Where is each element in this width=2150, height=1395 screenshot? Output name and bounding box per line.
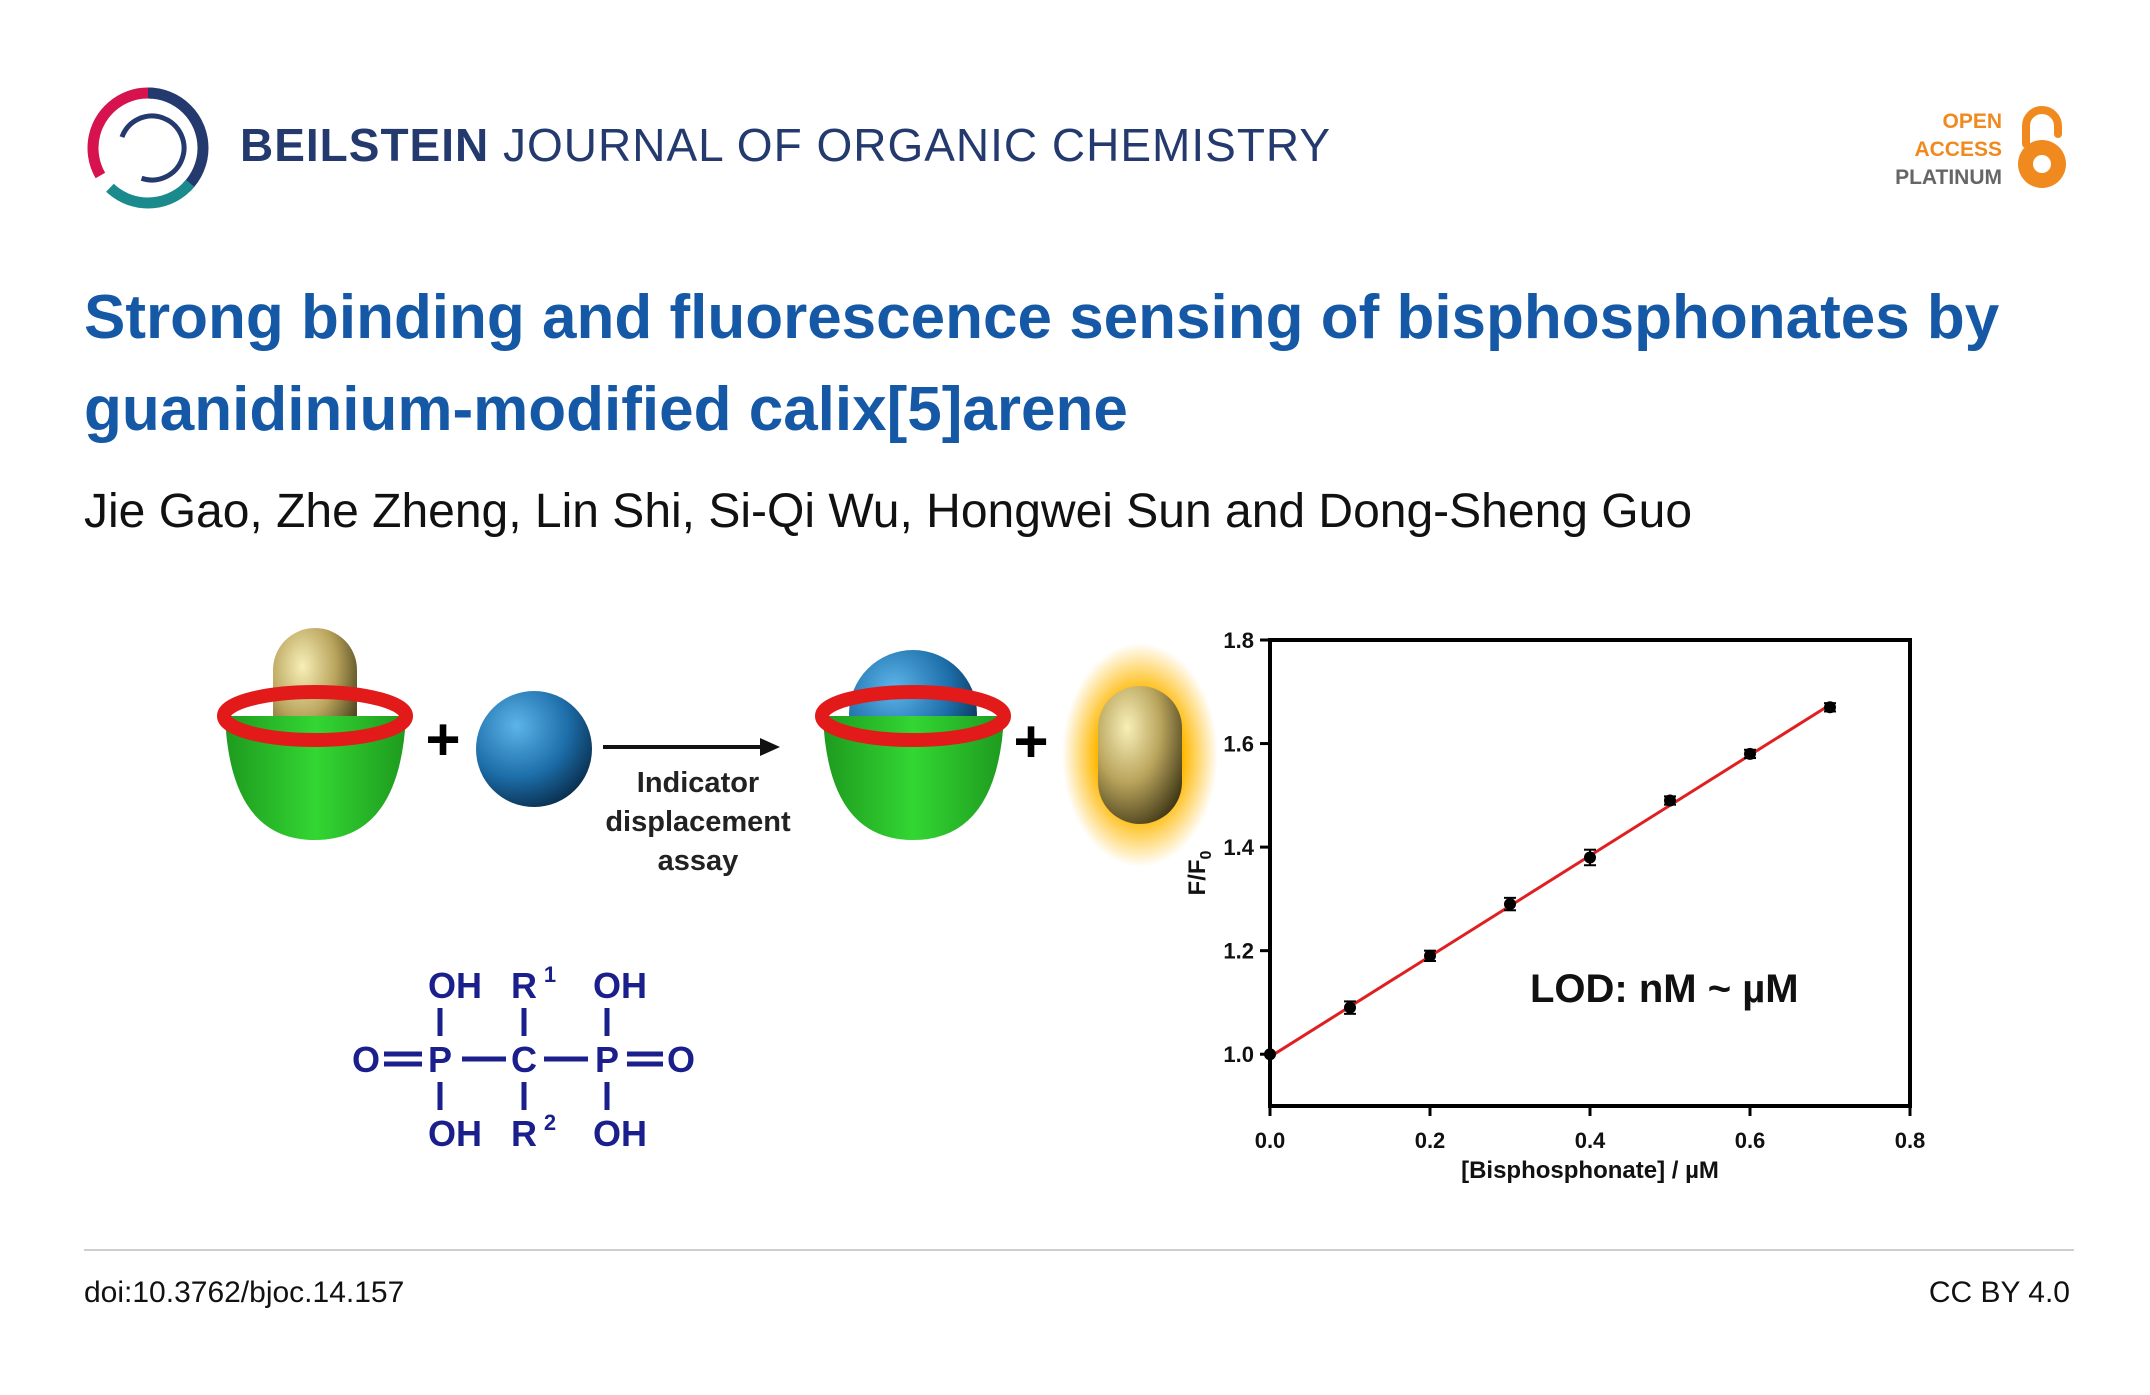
oa-line-platinum: PLATINUM	[1895, 166, 2002, 189]
chart-xlabel: [Bisphosphonate] / µM	[1461, 1157, 1719, 1184]
oa-line-access: ACCESS	[1914, 138, 2002, 161]
data-point	[1744, 747, 1756, 760]
data-point	[1504, 898, 1516, 911]
structure-bottom-r-sup: 2	[544, 1110, 556, 1135]
doi-link[interactable]: doi:10.3762/bjoc.14.157	[84, 1276, 405, 1309]
structure-o-left: O	[352, 1039, 380, 1080]
journal-name: BEILSTEIN JOURNAL OF ORGANIC CHEMISTRY	[240, 118, 1331, 172]
structure-p-left: P	[428, 1039, 452, 1080]
structure-top-r: R	[511, 965, 537, 1006]
y-tick-label: 1.8	[1223, 628, 1254, 653]
license-label[interactable]: CC BY 4.0	[1928, 1276, 2070, 1309]
arrow-label-line2: displacement	[605, 806, 791, 838]
data-point	[1264, 1048, 1276, 1061]
chart-ylabel-sub: 0	[1198, 850, 1215, 859]
x-tick-label: 0.8	[1895, 1128, 1926, 1153]
open-access-badge: OPEN ACCESS PLATINUM	[1862, 104, 2072, 194]
host-indicator-complex	[217, 628, 413, 840]
journal-name-rest: JOURNAL OF ORGANIC CHEMISTRY	[503, 119, 1331, 171]
structure-bottom-oh-right: OH	[593, 1113, 647, 1154]
y-tick-label: 1.4	[1223, 835, 1254, 860]
chart-ylabel-main: F/F	[1184, 859, 1211, 895]
chart-ylabel: F/F0	[1184, 850, 1215, 895]
fit-line	[1269, 703, 1831, 1059]
bisphosphonate-structure: OH R 1 OH O P C P O OH R 2 OH	[352, 962, 695, 1154]
journal-logo-icon	[87, 87, 209, 209]
host-guest-complex	[815, 650, 1011, 840]
oa-line-open: OPEN	[1942, 110, 2002, 133]
x-tick-label: 0.0	[1255, 1128, 1286, 1153]
open-access-lock-icon	[2018, 106, 2066, 188]
arrow-label-line1: Indicator	[637, 767, 759, 799]
fluorescence-chart: 0.0 0.2 0.4 0.6 0.8 1.0 1.2 1.4 1.6 1.8 LOD: nM ~…	[1184, 628, 1925, 1184]
y-tick-label: 1.6	[1223, 732, 1254, 757]
structure-o-right: O	[667, 1039, 695, 1080]
x-tick-label: 0.6	[1735, 1128, 1766, 1153]
data-point	[1584, 851, 1596, 864]
graphical-abstract: + Indicator displacement assay + OH R 1 …	[217, 628, 1925, 1184]
article-title: Strong binding and fluorescence sensing …	[84, 283, 2000, 444]
structure-top-oh-left: OH	[428, 965, 482, 1006]
structure-top-oh-right: OH	[593, 965, 647, 1006]
open-access-text: OPEN ACCESS PLATINUM	[1895, 108, 2002, 192]
structure-p-right: P	[595, 1039, 619, 1080]
journal-name-bold: BEILSTEIN	[240, 119, 490, 171]
y-tick-label: 1.0	[1223, 1042, 1254, 1067]
released-fluorescent-indicator	[1062, 643, 1218, 867]
data-point	[1424, 949, 1436, 962]
arrow-label-line3: assay	[658, 845, 739, 877]
bisphosphonate-guest-sphere	[476, 691, 592, 807]
structure-bottom-r: R	[511, 1113, 537, 1154]
x-tick-label: 0.4	[1575, 1128, 1606, 1153]
data-point	[1664, 794, 1676, 807]
x-tick-label: 0.2	[1415, 1128, 1446, 1153]
article-authors: Jie Gao, Zhe Zheng, Lin Shi, Si-Qi Wu, H…	[84, 485, 1693, 538]
chart-annotation: LOD: nM ~ µM	[1530, 967, 1799, 1011]
structure-top-r-sup: 1	[544, 962, 556, 987]
data-point	[1824, 701, 1836, 714]
structure-bottom-oh-left: OH	[428, 1113, 482, 1154]
plus-sign-2: +	[1013, 708, 1048, 775]
data-point	[1344, 1001, 1356, 1014]
footer-divider	[84, 1249, 2074, 1251]
y-tick-label: 1.2	[1223, 939, 1254, 964]
structure-c: C	[511, 1039, 537, 1080]
chart-frame	[1268, 638, 1912, 1108]
plus-sign-1: +	[425, 706, 460, 773]
